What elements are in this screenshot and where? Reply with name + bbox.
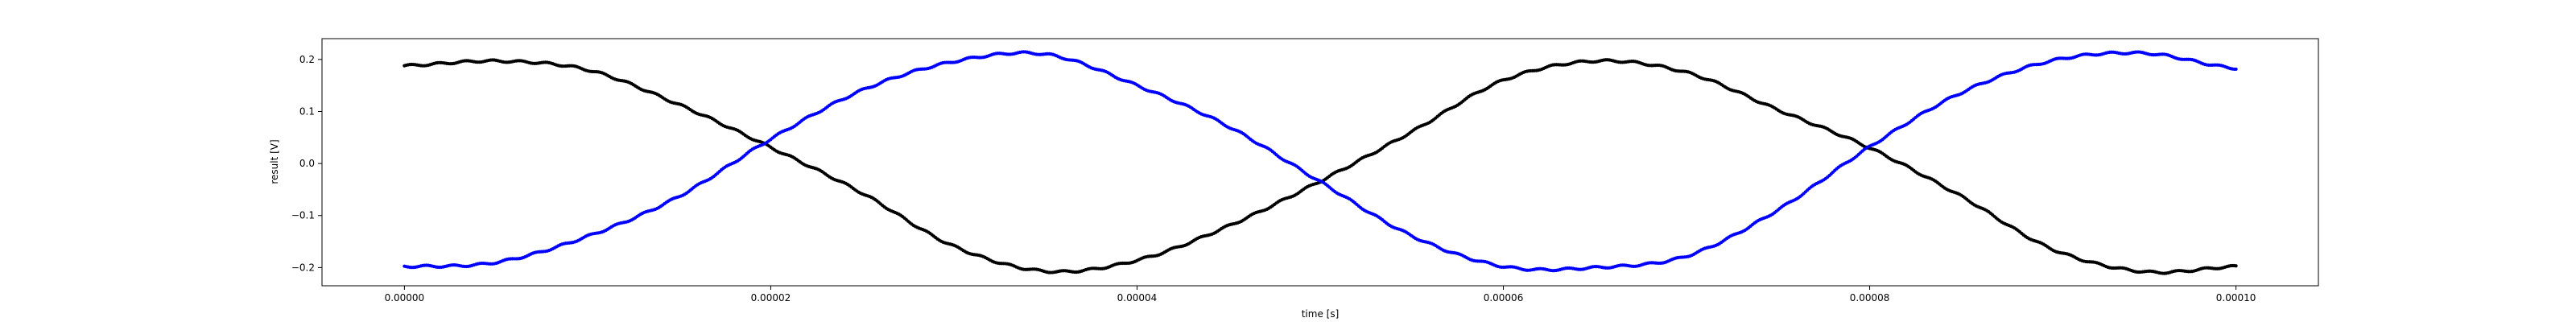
y-tick-label: 0.1 [299, 105, 315, 117]
series-2 [402, 50, 2238, 273]
y-axis-label: result [V] [269, 139, 280, 184]
x-axis-label: time [s] [1302, 308, 1340, 320]
x-axis: 0.00000 0.00002 0.00004 0.00006 0.00008 0.000… [385, 286, 2256, 303]
x-tick-label: 0.00002 [751, 292, 791, 303]
plot-frame [321, 38, 2319, 287]
y-tick-label: 0.2 [299, 54, 315, 65]
x-tick-label: 0.00006 [1484, 292, 1524, 303]
x-tick-label: 0.00000 [385, 292, 425, 303]
y-axis: −0.2 −0.1 0.0 0.1 0.2 [291, 54, 322, 273]
series-1 [402, 58, 2238, 275]
y-tick-label: 0.0 [299, 158, 315, 169]
y-tick-label: −0.1 [291, 210, 315, 221]
x-tick-label: 0.00004 [1117, 292, 1158, 303]
x-tick-label: 0.00008 [1850, 292, 1890, 303]
x-tick-label: 0.00010 [2216, 292, 2256, 303]
series-layer [402, 50, 2238, 275]
data-point [2234, 67, 2238, 72]
y-tick-label: −0.2 [291, 262, 315, 273]
data-point [2234, 264, 2238, 268]
